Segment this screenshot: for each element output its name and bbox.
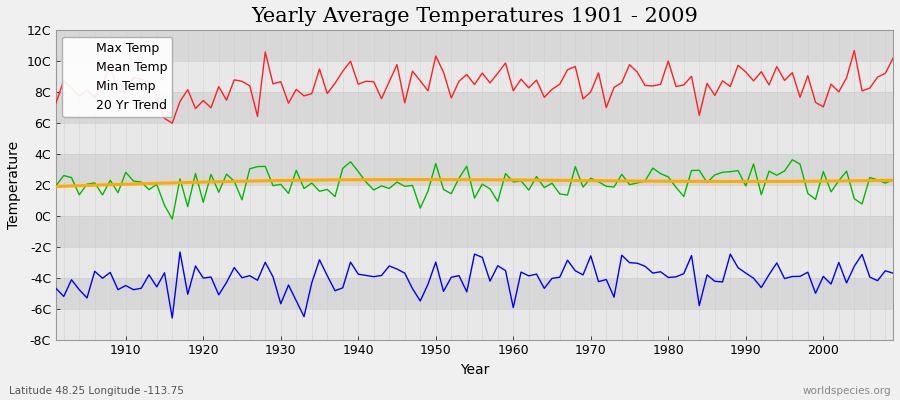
Min Temp bbox=[616, 253, 627, 258]
Bar bbox=[56, 154, 893, 185]
Bar bbox=[56, 61, 893, 92]
Min Temp bbox=[166, 316, 177, 320]
Min Temp bbox=[50, 286, 61, 291]
20 Yr Trend bbox=[608, 178, 619, 183]
Line: Min Temp: Min Temp bbox=[56, 252, 893, 318]
Text: Latitude 48.25 Longitude -113.75: Latitude 48.25 Longitude -113.75 bbox=[9, 386, 184, 396]
Bar bbox=[56, 185, 893, 216]
Mean Temp bbox=[516, 178, 526, 183]
20 Yr Trend bbox=[284, 178, 294, 183]
Mean Temp bbox=[166, 216, 177, 221]
Legend: Max Temp, Mean Temp, Min Temp, 20 Yr Trend: Max Temp, Mean Temp, Min Temp, 20 Yr Tre… bbox=[62, 36, 173, 117]
Line: 20 Yr Trend: 20 Yr Trend bbox=[56, 180, 893, 186]
Max Temp bbox=[166, 121, 177, 126]
20 Yr Trend bbox=[516, 178, 526, 182]
Max Temp bbox=[516, 77, 526, 82]
Line: Max Temp: Max Temp bbox=[56, 50, 893, 123]
Min Temp bbox=[345, 260, 356, 264]
20 Yr Trend bbox=[508, 178, 518, 182]
Bar bbox=[56, 278, 893, 309]
Mean Temp bbox=[787, 157, 797, 162]
Mean Temp bbox=[291, 168, 302, 173]
20 Yr Trend bbox=[329, 178, 340, 182]
Max Temp bbox=[112, 88, 123, 93]
Max Temp bbox=[849, 48, 859, 53]
Min Temp bbox=[524, 274, 535, 278]
Bar bbox=[56, 123, 893, 154]
Y-axis label: Temperature: Temperature bbox=[7, 141, 21, 229]
20 Yr Trend bbox=[50, 184, 61, 189]
Mean Temp bbox=[608, 185, 619, 190]
Text: worldspecies.org: worldspecies.org bbox=[803, 386, 891, 396]
Mean Temp bbox=[112, 190, 123, 195]
20 Yr Trend bbox=[407, 177, 418, 182]
Max Temp bbox=[887, 56, 898, 60]
Max Temp bbox=[608, 85, 619, 90]
X-axis label: Year: Year bbox=[460, 363, 490, 377]
Min Temp bbox=[299, 314, 310, 319]
20 Yr Trend bbox=[112, 182, 123, 187]
Bar bbox=[56, 216, 893, 247]
Min Temp bbox=[516, 270, 526, 274]
Bar bbox=[56, 247, 893, 278]
Min Temp bbox=[112, 287, 123, 292]
Min Temp bbox=[887, 271, 898, 276]
Mean Temp bbox=[338, 166, 348, 171]
Bar bbox=[56, 30, 893, 61]
Line: Mean Temp: Mean Temp bbox=[56, 160, 893, 219]
Bar bbox=[56, 309, 893, 340]
Max Temp bbox=[291, 87, 302, 92]
Title: Yearly Average Temperatures 1901 - 2009: Yearly Average Temperatures 1901 - 2009 bbox=[251, 7, 698, 26]
Mean Temp bbox=[50, 183, 61, 188]
Max Temp bbox=[508, 88, 518, 93]
Min Temp bbox=[175, 250, 185, 254]
20 Yr Trend bbox=[887, 178, 898, 183]
Mean Temp bbox=[887, 178, 898, 182]
Bar bbox=[56, 92, 893, 123]
Max Temp bbox=[338, 69, 348, 74]
Max Temp bbox=[50, 100, 61, 105]
Mean Temp bbox=[508, 180, 518, 184]
